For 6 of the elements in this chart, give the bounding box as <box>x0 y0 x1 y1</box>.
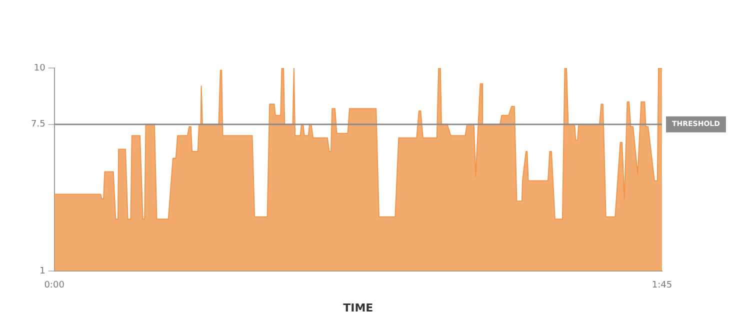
x-tick-label: 0:00 <box>44 280 65 291</box>
x-tick-label: 1:45 <box>652 280 672 291</box>
y-tick-label: 10 <box>34 63 46 74</box>
y-tick-label: 7.5 <box>30 120 46 130</box>
y-tick-label: 1 <box>40 266 46 276</box>
x-axis-title: TIME <box>343 301 374 314</box>
